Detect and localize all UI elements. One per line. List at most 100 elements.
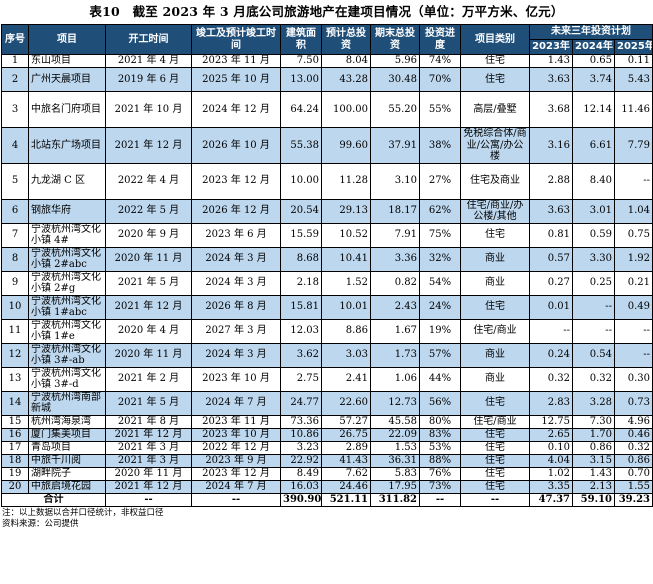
cell-start: 2022 年 4 月: [105, 162, 192, 200]
cell-completion: 2023 年 11 月: [191, 414, 281, 429]
cell-project: 宁波杭州湾南部新城: [28, 390, 106, 416]
cell-start: 2019 年 6 月: [105, 67, 192, 92]
table-row: 16 厦门集美项目 2021 年 12 月 2023 年 10 月 10.86 26.75…: [1, 427, 653, 442]
cell-no: 10: [1, 294, 29, 320]
table-title: 表10 截至 2023 年 3 月底公司旅游地产在建项目情况（单位：万平方米、亿…: [89, 4, 564, 19]
cell-progress: 80%: [419, 414, 461, 429]
cell-invested: 18.17: [370, 198, 420, 224]
table-row: 20 中旅启境花园 2021 年 12 月 2024 年 7 月 16.03 24.46 1…: [1, 479, 653, 494]
cell-project: 九龙湖 C 区: [28, 162, 106, 200]
cell-y2024: 0.86: [572, 440, 615, 455]
cell-area: 3.23: [280, 440, 322, 455]
cell-project: 杭州湾海泉湾: [28, 414, 106, 429]
cell-project: 宁波杭州湾文化小镇 1#e: [28, 318, 106, 344]
table-row: 14 宁波杭州湾南部新城 2021 年 5 月 2024 年 7 月 24.77 22.6…: [1, 390, 653, 416]
cell-progress: 24%: [419, 294, 461, 320]
cell-progress: 73%: [419, 479, 461, 494]
cell-y2024: 3.28: [572, 390, 615, 416]
cell-area: 8.49: [280, 466, 322, 481]
cell-completion: 2023 年 12 月: [191, 162, 281, 200]
notes: 注：以上数据以合并口径统计，非权益口径 资料来源：公司提供: [0, 508, 653, 530]
cell-category: 住宅: [460, 67, 530, 92]
cell-planned: 57.27: [321, 414, 371, 429]
cell-invested: 5.96: [370, 54, 420, 68]
cell-area: 24.77: [280, 390, 322, 416]
cell-progress: 54%: [419, 270, 461, 296]
cell-planned: 2.41: [321, 366, 371, 392]
cell-planned: 99.60: [321, 127, 371, 164]
cell-category: 住宅: [460, 453, 530, 468]
cell-project: 湖畔院子: [28, 466, 106, 481]
cell-category: 住宅/商业: [460, 318, 530, 344]
cell-completion: 2025 年 10 月: [191, 67, 281, 92]
table-row: 1 东山项目 2021 年 4 月 2023 年 11 月 7.50 8.04 5.96 74…: [1, 54, 653, 68]
cell-y2025: --: [613, 162, 653, 200]
cell-start: 2021 年 12 月: [105, 127, 192, 164]
cell-y2023: 0.57: [529, 246, 573, 272]
cell-start: 2021 年 5 月: [105, 390, 192, 416]
cell-progress: 53%: [419, 440, 461, 455]
cell-completion: 2023 年 10 月: [191, 366, 281, 392]
cell-y2025: --: [613, 342, 653, 368]
cell-y2024: --: [572, 318, 615, 344]
cell-progress: 55%: [419, 91, 461, 128]
cell-y2024: 3.74: [572, 67, 615, 92]
cell-project: 厦门集美项目: [28, 427, 106, 442]
cell-start: 2021 年 12 月: [105, 427, 192, 442]
cell-area: 7.50: [280, 54, 322, 68]
cell-y2024: 0.25: [572, 270, 615, 296]
cell-planned: 24.46: [321, 479, 371, 494]
cell-y2023: 0.81: [529, 222, 573, 248]
table-row: 6 钢旅华府 2022 年 5 月 2026 年 12 月 20.54 29.13 18.1…: [1, 198, 653, 224]
cell-invested: 0.82: [370, 270, 420, 296]
total-label: 合计: [1, 492, 106, 507]
cell-planned: 1.52: [321, 270, 371, 296]
cell-y2023: 3.63: [529, 198, 573, 224]
cell-invested: 17.95: [370, 479, 420, 494]
cell-no: 13: [1, 366, 29, 392]
cell-planned: 10.52: [321, 222, 371, 248]
note-line: 注：以上数据以合并口径统计，非权益口径: [2, 507, 164, 518]
cell-category: 住宅: [460, 390, 530, 416]
cell-progress: 76%: [419, 466, 461, 481]
total-progress: --: [419, 492, 461, 507]
cell-planned: 8.86: [321, 318, 371, 344]
cell-completion: 2023 年 11 月: [191, 54, 281, 68]
cell-completion: 2023 年 9 月: [191, 453, 281, 468]
cell-no: 19: [1, 466, 29, 481]
total-row: 合计 -- -- 390.90 521.11 311.82 -- -- 47.37 59.10 39…: [1, 492, 653, 507]
cell-y2025: 0.30: [613, 366, 653, 392]
cell-y2023: 2.83: [529, 390, 573, 416]
cell-completion: 2023 年 6 月: [191, 222, 281, 248]
cell-category: 免税综合体/商业/公寓/办公楼: [460, 127, 530, 164]
table-row: 11 宁波杭州湾文化小镇 1#e 2020 年 4 月 2027 年 3 月 12.03…: [1, 318, 653, 344]
total-completion: --: [191, 492, 281, 507]
cell-category: 商业: [460, 246, 530, 272]
header-start: 开工时间: [105, 24, 192, 55]
cell-no: 4: [1, 127, 29, 164]
table-row: 17 青岛项目 2021 年 3 月 2022 年 12 月 3.23 2.89 1.53 5…: [1, 440, 653, 455]
cell-invested: 2.43: [370, 294, 420, 320]
cell-y2023: 0.10: [529, 440, 573, 455]
cell-start: 2021 年 3 月: [105, 453, 192, 468]
cell-no: 9: [1, 270, 29, 296]
cell-area: 2.18: [280, 270, 322, 296]
table-row: 8 宁波杭州湾文化小镇 2#abc 2020 年 11 月 2024 年 3 月 8.6…: [1, 246, 653, 272]
cell-category: 住宅: [460, 294, 530, 320]
table-row: 13 宁波杭州湾文化小镇 3#-d 2021 年 2 月 2023 年 10 月 2.7…: [1, 366, 653, 392]
cell-invested: 3.36: [370, 246, 420, 272]
cell-y2023: 0.24: [529, 342, 573, 368]
cell-y2024: 8.40: [572, 162, 615, 200]
cell-y2023: 3.35: [529, 479, 573, 494]
cell-y2023: --: [529, 318, 573, 344]
table-row: 12 宁波杭州湾文化小镇 3#-ab 2020 年 11 月 2024 年 3 月 3.…: [1, 342, 653, 368]
cell-y2023: 2.65: [529, 427, 573, 442]
cell-area: 15.59: [280, 222, 322, 248]
cell-category: 住宅: [460, 222, 530, 248]
table-row: 19 湖畔院子 2020 年 11 月 2023 年 12 月 8.49 7.62 5.83…: [1, 466, 653, 481]
cell-planned: 29.13: [321, 198, 371, 224]
table-row: 15 杭州湾海泉湾 2021 年 8 月 2023 年 11 月 73.36 57.27 4…: [1, 414, 653, 429]
table-row: 7 宁波杭州湾文化小镇 4# 2020 年 9 月 2023 年 6 月 15.59 10…: [1, 222, 653, 248]
total-y2024: 59.10: [572, 492, 615, 507]
cell-start: 2021 年 5 月: [105, 270, 192, 296]
